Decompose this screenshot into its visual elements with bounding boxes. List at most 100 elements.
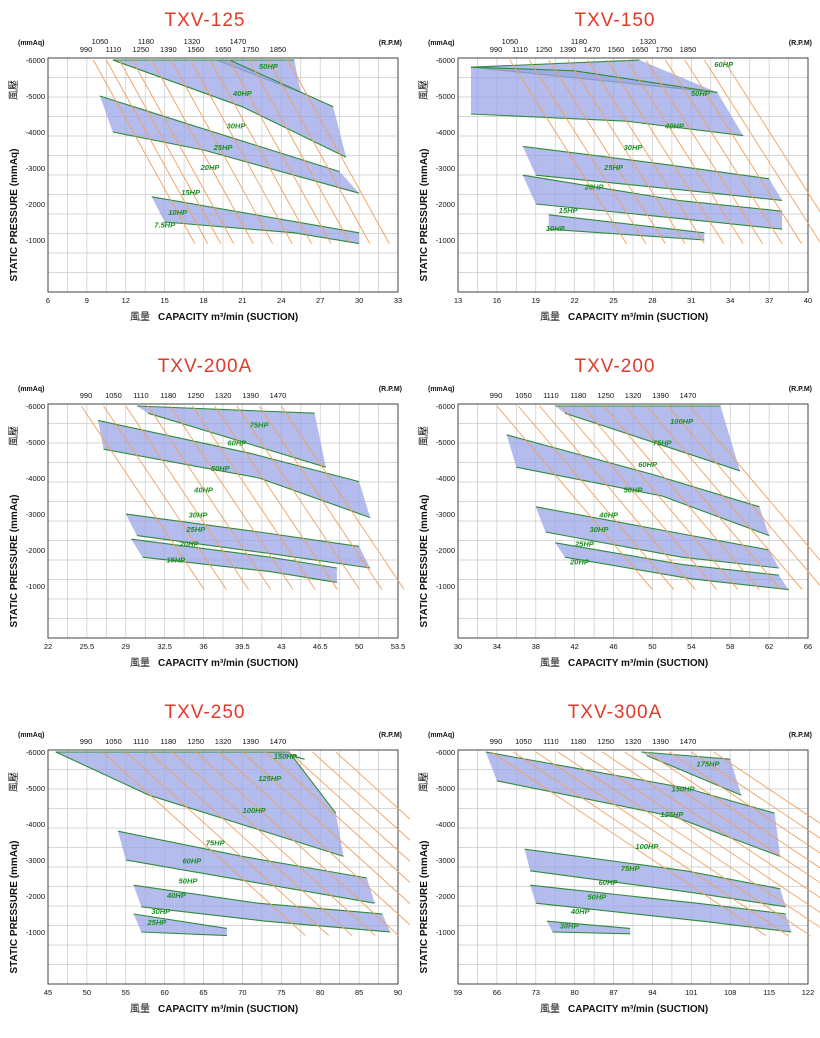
hp-band-edge (147, 412, 326, 468)
y-tick-label: -4000 (26, 820, 45, 829)
hp-band (112, 60, 347, 158)
y-tick-label: -6000 (436, 56, 455, 65)
x-tick-label: 15 (160, 296, 168, 305)
pressure-unit-label: (mmAq) (18, 732, 44, 739)
rpm-line (103, 405, 227, 590)
rpm-label-upper: 1470 (230, 37, 247, 46)
y-tick-label: -5000 (26, 92, 45, 101)
rpm-lines (509, 59, 820, 244)
y-tick-label: -5000 (436, 784, 455, 793)
x-tick-label: 60 (160, 988, 168, 997)
hp-band-edge (141, 906, 391, 933)
rpm-line (645, 59, 764, 244)
x-tick-label: 31 (687, 296, 695, 305)
hp-band-edge (641, 751, 731, 760)
y-axis-label-group: STATIC PRESSURE (mmAq) 風壓 (8, 80, 20, 281)
rpm-label: 1390 (160, 45, 177, 54)
rpm-line (665, 59, 783, 244)
rpm-line (102, 751, 306, 936)
chart-title: TXV-200 (575, 356, 656, 377)
hp-label: 75HP (621, 864, 641, 873)
pressure-unit-label: (mmAq) (428, 732, 454, 739)
hp-band-edge (485, 751, 775, 814)
x-tick-label: 30 (355, 296, 363, 305)
y-tick-label: -5000 (26, 438, 45, 447)
hp-label: 15HP (559, 206, 579, 215)
x-tick-label: 25.5 (80, 642, 95, 651)
hp-label: 60HP (228, 439, 248, 448)
rpm-label: 990 (80, 737, 93, 746)
y-tick-label: -1000 (26, 928, 45, 937)
x-axis-label: CAPACITY m³/min (SUCTION) (568, 1004, 708, 1015)
rpm-label: 1390 (242, 737, 259, 746)
rpm-label: 1320 (625, 737, 642, 746)
x-tick-label: 42 (570, 642, 578, 651)
hp-band-edge (506, 434, 760, 508)
x-tick-label: 22 (570, 296, 578, 305)
x-tick-label: 19 (532, 296, 540, 305)
rpm-line (567, 59, 686, 244)
hp-label: 25HP (603, 163, 624, 172)
hp-label: 40HP (570, 907, 591, 916)
hp-label: 75HP (206, 839, 226, 848)
x-tick-label: 50 (355, 642, 363, 651)
rpm-line (606, 59, 725, 244)
x-tick-label: 80 (316, 988, 324, 997)
x-tick-label: 45 (44, 988, 52, 997)
chart-panel-txv-250: TXV-250 (mmAq) (R.P.M) -6000 -5000 -4000 -3000… (0, 692, 410, 1038)
x-tick-label: 34 (726, 296, 734, 305)
rpm-lines (496, 405, 820, 590)
rpm-label: 1320 (625, 391, 642, 400)
rpm-label: 1390 (652, 737, 669, 746)
y-tick-label: -3000 (26, 510, 45, 519)
y-tick-label: -3000 (26, 856, 45, 865)
x-tick-label: 87 (609, 988, 617, 997)
rpm-label-upper: 1320 (640, 37, 657, 46)
x-tick-label: 30 (454, 642, 462, 651)
x-tick-label: 101 (685, 988, 698, 997)
y-tick-label: -3000 (436, 164, 455, 173)
hp-label: 175HP (697, 759, 721, 768)
rpm-line (723, 59, 820, 213)
hp-label: 100HP (243, 806, 267, 815)
y-axis-label-group: STATIC PRESSURE (mmAq) 風壓 (418, 426, 430, 627)
rpm-line (248, 59, 351, 244)
rpm-label: 1110 (133, 391, 149, 400)
rpm-label: 1470 (680, 391, 697, 400)
rpm-label: 1320 (215, 391, 232, 400)
chart-txv-250: TXV-250 (mmAq) (R.P.M) -6000 -5000 -4000 -3000… (8, 702, 410, 1015)
y-tick-label: -2000 (26, 546, 45, 555)
hp-label: 50HP (624, 485, 644, 494)
rpm-label: 1390 (560, 45, 577, 54)
y-axis-label: STATIC PRESSURE (mmAq) (419, 841, 430, 974)
hp-label: 15HP (181, 188, 201, 197)
plot-frame (457, 403, 809, 639)
rpm-label: 1180 (160, 391, 176, 400)
hp-label: 40HP (193, 485, 214, 494)
hp-band-edge (55, 751, 344, 857)
hp-band-edge (524, 848, 781, 890)
rpm-line (691, 751, 820, 839)
x-tick-label: 62 (765, 642, 773, 651)
rpm-line (646, 751, 820, 869)
hp-band (506, 434, 770, 536)
y-tick-label: -1000 (26, 582, 45, 591)
chart-panel-txv-125: TXV-125 (mmAq) (R.P.M) -6000 -5000 -4000 -3000… (0, 0, 410, 346)
hp-label: 20HP (179, 539, 200, 548)
x-tick-label: 66 (493, 988, 501, 997)
chart-txv-300a: TXV-300A (mmAq) (R.P.M) -6000 -5000 -4000 -300… (418, 702, 820, 1015)
hp-band-edge (552, 931, 631, 935)
x-tick-label: 21 (238, 296, 246, 305)
rpm-line (668, 751, 820, 854)
x-tick-label: 37 (765, 296, 773, 305)
hp-label: 20HP (584, 183, 605, 192)
hp-band (136, 406, 326, 468)
hp-label: 60HP (714, 60, 734, 69)
x-tick-label: 28 (648, 296, 656, 305)
rpm-label: 1470 (584, 45, 601, 54)
hp-band (524, 849, 786, 907)
hp-label: 50HP (259, 62, 279, 71)
rpm-label: 1470 (270, 391, 287, 400)
x-tick-label: 58 (726, 642, 734, 651)
x-tick-label: 43 (277, 642, 285, 651)
